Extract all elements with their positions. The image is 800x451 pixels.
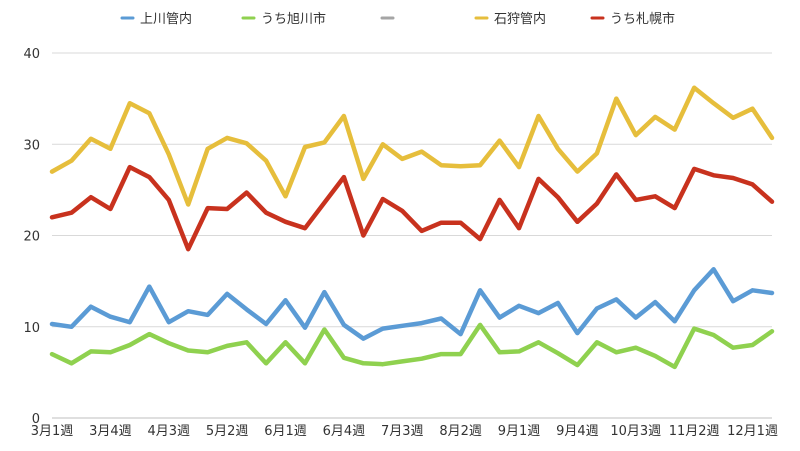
legend-label: うち札幌市	[610, 11, 675, 27]
y-axis-ticks: 0 10 20 30 40	[23, 47, 40, 427]
x-tick-label: 6月1週	[264, 424, 307, 439]
x-tick-label: 12月1週	[727, 424, 778, 439]
x-tick-label: 7月3週	[381, 424, 424, 439]
legend: 上川管内 うち旭川市 石狩管内 うち札幌市	[120, 11, 675, 27]
series-line-2	[49, 85, 775, 207]
legend-label: うち旭川市	[261, 11, 326, 27]
x-tick-label: 11月2週	[669, 424, 720, 439]
y-tick-label: 0	[32, 412, 40, 427]
x-tick-label: 8月2週	[439, 424, 482, 439]
x-tick-label: 5月2週	[206, 424, 249, 439]
x-tick-label: 3月1週	[31, 424, 74, 439]
series-lines	[49, 85, 775, 370]
y-tick-label: 40	[23, 47, 40, 62]
series-line-0	[49, 267, 775, 341]
y-tick-label: 10	[23, 321, 40, 336]
x-tick-label: 9月1週	[498, 424, 541, 439]
x-tick-label: 3月4週	[89, 424, 132, 439]
x-tick-label: 6月4週	[323, 424, 366, 439]
y-gridlines	[52, 52, 772, 419]
y-tick-label: 20	[23, 230, 40, 245]
legend-label: 石狩管内	[494, 11, 546, 27]
x-tick-label: 9月4週	[556, 424, 599, 439]
y-tick-label: 30	[23, 138, 40, 153]
x-axis-ticks: 3月1週 3月4週 4月3週 5月2週 6月1週 6月4週 7月3週 8月2週 9月1週 9月4週…	[31, 424, 778, 439]
legend-label: 上川管内	[140, 11, 192, 27]
x-tick-label: 4月3週	[147, 424, 190, 439]
series-line-3	[49, 164, 775, 252]
x-tick-label: 10月3週	[610, 424, 661, 439]
series-line-1	[49, 322, 775, 370]
